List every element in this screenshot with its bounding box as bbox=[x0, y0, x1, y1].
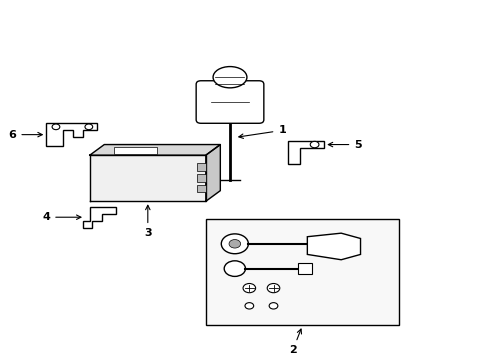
Bar bbox=[114, 147, 157, 154]
Polygon shape bbox=[287, 141, 324, 164]
Circle shape bbox=[266, 283, 279, 293]
Ellipse shape bbox=[213, 67, 246, 88]
Circle shape bbox=[221, 234, 248, 254]
Text: 3: 3 bbox=[143, 205, 151, 238]
Text: 5: 5 bbox=[327, 140, 361, 149]
Text: 4: 4 bbox=[42, 212, 81, 222]
Bar bbox=[297, 263, 311, 274]
Bar bbox=[205, 219, 398, 325]
Polygon shape bbox=[307, 233, 360, 260]
Circle shape bbox=[224, 261, 245, 276]
Circle shape bbox=[244, 303, 253, 309]
FancyBboxPatch shape bbox=[196, 81, 264, 123]
Polygon shape bbox=[90, 155, 205, 201]
Polygon shape bbox=[90, 145, 220, 155]
Text: 6: 6 bbox=[8, 130, 42, 140]
Bar bbox=[197, 174, 205, 182]
Polygon shape bbox=[82, 207, 116, 228]
Bar bbox=[197, 163, 205, 171]
Circle shape bbox=[85, 124, 93, 130]
Circle shape bbox=[268, 303, 277, 309]
Circle shape bbox=[228, 239, 240, 248]
Text: 2: 2 bbox=[288, 329, 301, 355]
Circle shape bbox=[52, 124, 60, 130]
Text: 1: 1 bbox=[238, 125, 285, 138]
Circle shape bbox=[243, 283, 255, 293]
Bar bbox=[197, 185, 205, 192]
Polygon shape bbox=[205, 145, 220, 201]
Polygon shape bbox=[46, 123, 97, 146]
Circle shape bbox=[309, 141, 318, 148]
